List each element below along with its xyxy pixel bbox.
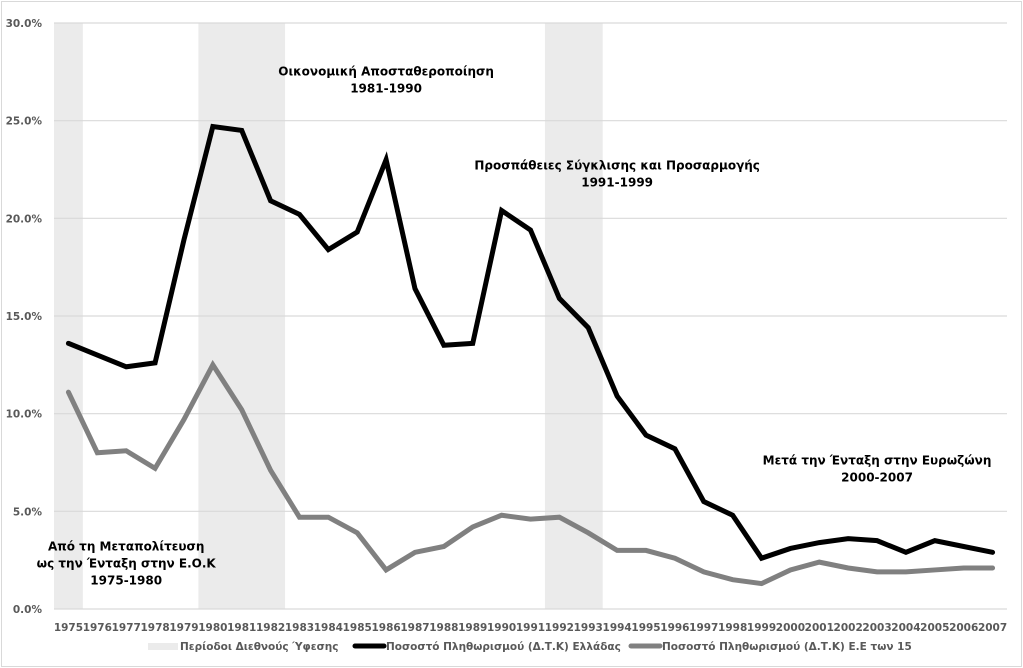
x-tick-label: 1986 bbox=[371, 622, 400, 634]
period-annotation: Από τη Μεταπολίτευση ως την Ένταξη στην Ε… bbox=[37, 539, 217, 587]
x-tick-label: 2003 bbox=[862, 622, 891, 634]
y-axis-ticks: 0.0% 5.0% 10.0% 15.0% 20.0% 25.0% 30.0% bbox=[6, 18, 43, 616]
x-tick-label: 1996 bbox=[660, 622, 689, 634]
x-tick-label: 1994 bbox=[603, 622, 632, 634]
legend-label-greece: Ποσοστό Πληθωρισμού (Δ.Τ.Κ) Ελλάδας bbox=[386, 641, 621, 653]
x-tick-label: 1977 bbox=[112, 622, 141, 634]
annotations: Από τη Μεταπολίτευση ως την Ένταξη στην Ε… bbox=[37, 65, 992, 588]
legend-label-eu15: Ποσοστό Πληθωρισμού (Δ.Τ.Κ) Ε.Ε των 15 bbox=[662, 641, 912, 653]
x-tick-label: 2005 bbox=[920, 622, 949, 634]
x-tick-label: 1987 bbox=[400, 622, 429, 634]
annotation-line: 1975-1980 bbox=[90, 573, 162, 587]
x-tick-label: 1983 bbox=[285, 622, 314, 634]
x-tick-label: 1984 bbox=[314, 622, 343, 634]
y-tick-label: 5.0% bbox=[13, 506, 43, 518]
x-tick-label: 1981 bbox=[227, 622, 256, 634]
legend-label-recession: Περίοδοι Διεθνούς Ύφεσης bbox=[180, 641, 338, 653]
x-tick-label: 2000 bbox=[776, 622, 805, 634]
period-annotation: Οικονομική Αποσταθεροποίηση 1981-1990 bbox=[278, 65, 494, 96]
x-tick-label: 2006 bbox=[949, 622, 978, 634]
annotation-line: 1991-1999 bbox=[581, 176, 653, 190]
x-tick-label: 1982 bbox=[256, 622, 285, 634]
x-tick-label: 1990 bbox=[487, 622, 516, 634]
series-lines bbox=[65, 123, 996, 587]
x-tick-label: 1999 bbox=[747, 622, 776, 634]
annotation-line: 1981-1990 bbox=[350, 82, 422, 96]
x-tick-label: 1976 bbox=[83, 622, 112, 634]
x-tick-label: 1989 bbox=[458, 622, 487, 634]
legend-swatch-recession bbox=[148, 643, 178, 650]
x-tick-label: 1988 bbox=[429, 622, 458, 634]
x-tick-label: 1985 bbox=[343, 622, 372, 634]
x-tick-label: 1980 bbox=[198, 622, 227, 634]
x-tick-label: 1979 bbox=[169, 622, 198, 634]
x-tick-label: 1991 bbox=[516, 622, 545, 634]
x-tick-label: 1992 bbox=[545, 622, 574, 634]
legend: Περίοδοι Διεθνούς Ύφεσης Ποσοστό Πληθωρισ… bbox=[148, 641, 912, 653]
annotation-line: Μετά την Ένταξη στην Ευρωζώνη bbox=[763, 453, 992, 467]
annotation-line: Από τη Μεταπολίτευση bbox=[48, 539, 204, 553]
x-tick-label: 2007 bbox=[978, 622, 1007, 634]
x-tick-label: 1993 bbox=[574, 622, 603, 634]
period-annotation: Μετά την Ένταξη στην Ευρωζώνη 2000-2007 bbox=[763, 453, 992, 484]
x-tick-label: 2002 bbox=[834, 622, 863, 634]
y-tick-label: 25.0% bbox=[6, 116, 43, 128]
x-tick-label: 1978 bbox=[140, 622, 169, 634]
y-tick-label: 30.0% bbox=[6, 18, 43, 30]
x-axis-ticks: 1975 1976 1977 1978 1979 1980 1981 1982 1983 1984… bbox=[54, 622, 1007, 634]
annotation-line: Προσπάθειες Σύγκλισης και Προσαρμογής bbox=[474, 159, 760, 173]
y-tick-label: 0.0% bbox=[13, 604, 43, 616]
y-tick-label: 15.0% bbox=[6, 311, 43, 323]
y-tick-label: 20.0% bbox=[6, 213, 43, 225]
gridlines bbox=[54, 22, 1007, 610]
x-tick-label: 2004 bbox=[891, 622, 920, 634]
x-tick-label: 1997 bbox=[689, 622, 718, 634]
annotation-line: Οικονομική Αποσταθεροποίηση bbox=[278, 65, 494, 79]
x-tick-label: 2001 bbox=[805, 622, 834, 634]
annotation-line: 2000-2007 bbox=[841, 470, 913, 484]
annotation-line: ως την Ένταξη στην Ε.Ο.Κ bbox=[37, 556, 217, 570]
x-tick-label: 1998 bbox=[718, 622, 747, 634]
x-tick-label: 1995 bbox=[631, 622, 660, 634]
period-annotation: Προσπάθειες Σύγκλισης και Προσαρμογής 199… bbox=[474, 159, 760, 190]
y-tick-label: 10.0% bbox=[6, 409, 43, 421]
x-tick-label: 1975 bbox=[54, 622, 83, 634]
